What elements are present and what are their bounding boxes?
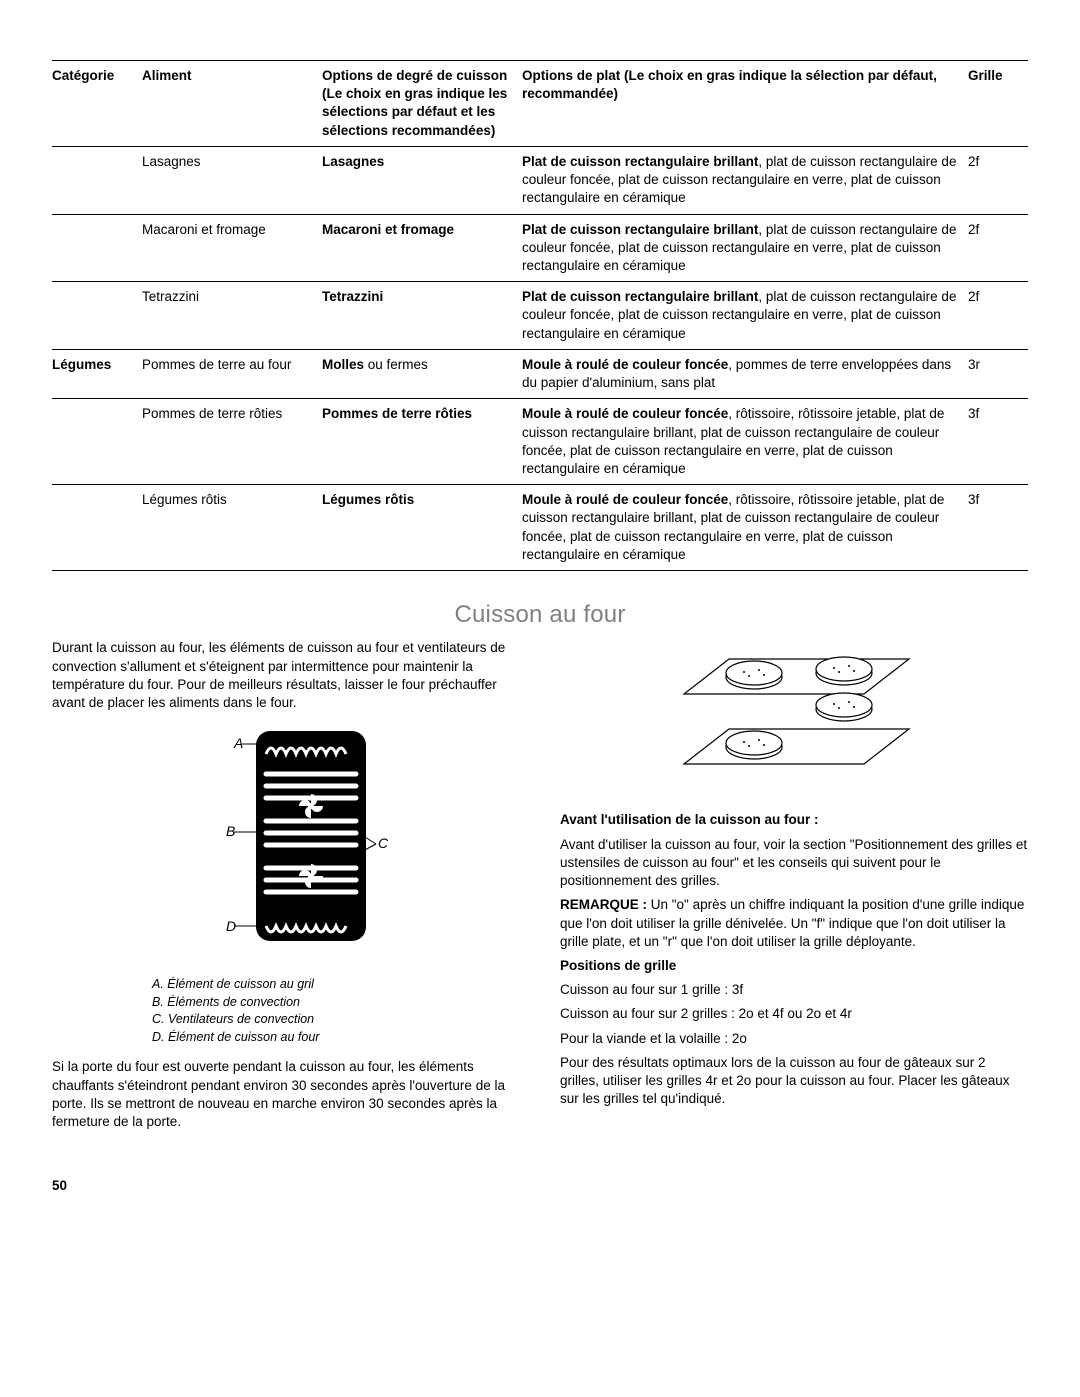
before-use-text: Avant d'utiliser la cuisson au four, voi… (560, 836, 1028, 891)
legend-c: C. Ventilateurs de convection (152, 1011, 520, 1029)
legend-b: B. Éléments de convection (152, 994, 520, 1012)
pos-1: Cuisson au four sur 1 grille : 3f (560, 981, 1028, 999)
cell-rack: 3r (968, 349, 1028, 398)
diagram-label-c: C (378, 835, 389, 851)
cell-plate: Plat de cuisson rectangulaire brillant, … (522, 214, 968, 282)
diagram-label-a: A (233, 735, 243, 751)
cell-rack: 3f (968, 399, 1028, 485)
cell-rack: 3f (968, 485, 1028, 571)
diagram-legend: A. Élément de cuisson au gril B. Élément… (152, 976, 520, 1046)
th-plate: Options de plat (Le choix en gras indiqu… (522, 61, 968, 147)
cell-doneness: Molles ou fermes (322, 349, 522, 398)
cell-plate: Moule à roulé de couleur foncée, rôtisso… (522, 399, 968, 485)
door-paragraph: Si la porte du four est ouverte pendant … (52, 1058, 520, 1131)
before-use-heading: Avant l'utilisation de la cuisson au fou… (560, 812, 819, 827)
cell-doneness: Macaroni et fromage (322, 214, 522, 282)
table-row: TetrazziniTetrazziniPlat de cuisson rect… (52, 282, 1028, 350)
cell-food: Macaroni et fromage (142, 214, 322, 282)
cell-plate: Moule à roulé de couleur foncée, pommes … (522, 349, 968, 398)
pos-4: Pour des résultats optimaux lors de la c… (560, 1054, 1028, 1109)
pos-2: Cuisson au four sur 2 grilles : 2o et 4f… (560, 1005, 1028, 1023)
cell-plate: Plat de cuisson rectangulaire brillant, … (522, 282, 968, 350)
table-row: Pommes de terre rôtiesPommes de terre rô… (52, 399, 1028, 485)
cell-category (52, 485, 142, 571)
legend-a: A. Élément de cuisson au gril (152, 976, 520, 994)
page-number: 50 (52, 1177, 1028, 1195)
intro-paragraph: Durant la cuisson au four, les éléments … (52, 639, 520, 712)
cell-plate: Plat de cuisson rectangulaire brillant, … (522, 146, 968, 214)
cell-food: Légumes rôtis (142, 485, 322, 571)
legend-d: D. Élément de cuisson au four (152, 1029, 520, 1047)
cell-doneness: Tetrazzini (322, 282, 522, 350)
racks-diagram (664, 639, 924, 799)
cell-rack: 2f (968, 282, 1028, 350)
table-row: LasagnesLasagnesPlat de cuisson rectangu… (52, 146, 1028, 214)
table-row: Légumes rôtisLégumes rôtisMoule à roulé … (52, 485, 1028, 571)
remark-label: REMARQUE : (560, 897, 647, 912)
right-column: Avant l'utilisation de la cuisson au fou… (560, 639, 1028, 1137)
cell-food: Pommes de terre au four (142, 349, 322, 398)
cell-category (52, 214, 142, 282)
cell-rack: 2f (968, 146, 1028, 214)
cell-food: Tetrazzini (142, 282, 322, 350)
oven-diagram: A B C D (136, 726, 436, 966)
cell-food: Lasagnes (142, 146, 322, 214)
cell-plate: Moule à roulé de couleur foncée, rôtisso… (522, 485, 968, 571)
th-doneness: Options de degré de cuisson (Le choix en… (322, 61, 522, 147)
cell-doneness: Pommes de terre rôties (322, 399, 522, 485)
th-rack: Grille (968, 61, 1028, 147)
cell-category: Légumes (52, 349, 142, 398)
cell-category (52, 146, 142, 214)
diagram-label-b: B (226, 823, 235, 839)
cell-doneness: Lasagnes (322, 146, 522, 214)
section-title: Cuisson au four (52, 599, 1028, 631)
cell-category (52, 282, 142, 350)
cooking-table: Catégorie Aliment Options de degré de cu… (52, 60, 1028, 571)
cell-doneness: Légumes rôtis (322, 485, 522, 571)
th-category: Catégorie (52, 61, 142, 147)
remark-paragraph: REMARQUE : Un "o" après un chiffre indiq… (560, 896, 1028, 951)
pos-3: Pour la viande et la volaille : 2o (560, 1030, 1028, 1048)
table-row: LégumesPommes de terre au fourMolles ou … (52, 349, 1028, 398)
left-column: Durant la cuisson au four, les éléments … (52, 639, 520, 1137)
cell-rack: 2f (968, 214, 1028, 282)
positions-heading: Positions de grille (560, 958, 676, 973)
cell-food: Pommes de terre rôties (142, 399, 322, 485)
th-food: Aliment (142, 61, 322, 147)
cell-category (52, 399, 142, 485)
table-row: Macaroni et fromageMacaroni et fromagePl… (52, 214, 1028, 282)
